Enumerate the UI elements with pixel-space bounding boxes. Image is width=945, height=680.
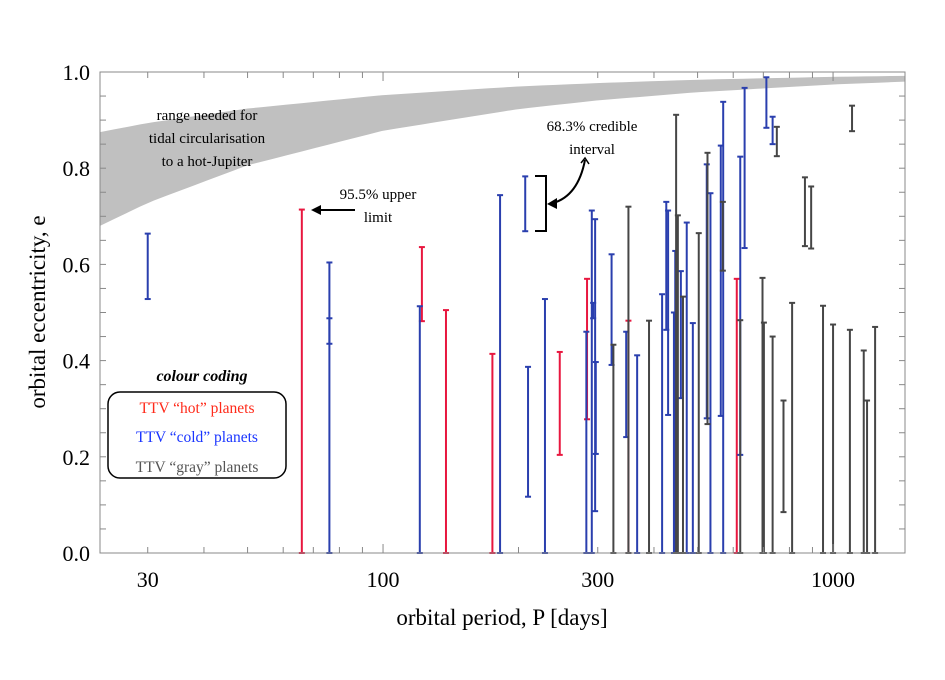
credible-arrow (547, 156, 590, 209)
errorbar-gray (737, 319, 744, 554)
errorbar-cold (541, 298, 548, 554)
errorbar-cold (592, 361, 599, 455)
errorbar-gray (801, 176, 808, 248)
band-label-line-2: tidal circularisation (149, 131, 266, 147)
upper-limit-arrow (311, 205, 355, 215)
legend-entry-cold: TTV “cold” planets (136, 429, 258, 446)
legend-entry-gray: TTV “gray” planets (136, 459, 259, 476)
errorbar-cold (683, 221, 690, 554)
errorbar-hot (556, 350, 563, 456)
x-tick-label: 100 (367, 567, 400, 592)
y-axis-label: orbital eccentricity, e (25, 215, 50, 408)
errorbar-gray (864, 399, 871, 554)
errorbar-cold (634, 354, 641, 554)
errorbar-cold (741, 86, 748, 250)
legend-entry-hot: TTV “hot” planets (139, 400, 254, 417)
errorbar-gray (719, 200, 726, 272)
errorbar-cold (588, 209, 595, 554)
errorbar-gray (830, 323, 837, 554)
errorbar-gray (610, 343, 617, 554)
x-tick-label: 1000 (811, 567, 855, 592)
x-axis-label: orbital period, P [days] (396, 605, 607, 630)
errorbar-gray (704, 151, 711, 426)
y-tick-label: 0.8 (63, 156, 91, 181)
errorbar-gray (846, 328, 853, 554)
errorbar-hot (489, 352, 496, 554)
errorbar-cold (665, 209, 672, 416)
errorbar-gray (646, 319, 653, 554)
errorbar-hot (298, 208, 305, 554)
errorbar-cold (144, 232, 151, 301)
errorbar-cold (326, 317, 333, 345)
legend-box (107, 391, 287, 479)
errorbar-gray (789, 301, 796, 554)
errorbar-cold (659, 293, 666, 554)
errorbar-gray (808, 185, 815, 250)
x-tick-label: 30 (137, 567, 159, 592)
tidal-circularisation-band (100, 75, 905, 226)
errorbar-gray (773, 125, 780, 158)
errorbar-cold (583, 330, 590, 554)
y-tick-label: 0.0 (63, 541, 91, 566)
credible-bracket (535, 175, 547, 232)
errorbar-gray (769, 335, 776, 554)
legend: colour coding TTV “hot” planets TTV “col… (107, 368, 287, 479)
errorbar-gray (849, 104, 856, 133)
x-tick-label: 300 (581, 567, 614, 592)
band-label-line-1: range needed for (157, 108, 258, 124)
errorbar-cold (497, 194, 504, 554)
legend-title: colour coding (156, 368, 247, 385)
y-tick-label: 0.4 (63, 349, 91, 374)
errorbar-cold (522, 175, 529, 233)
errorbar-cold (763, 76, 770, 129)
errorbar-gray (780, 399, 787, 514)
band-label-line-3: to a hot-Jupiter (162, 154, 253, 170)
tidal-band-layer (100, 75, 905, 226)
errorbar-gray (695, 232, 702, 554)
errorbar-gray (820, 304, 827, 554)
errorbar-cold (689, 322, 696, 554)
errorbar-cold (525, 365, 532, 498)
errorbar-hot (442, 309, 449, 554)
errorbar-cold (769, 115, 776, 146)
y-tick-label: 0.2 (63, 445, 91, 470)
errorbar-cold (416, 305, 423, 554)
tick-layer: 0.0 0.2 0.4 0.6 0.8 1.0 30 100 300 1000 (63, 60, 905, 592)
upper-limit-label-line-1: 95.5% upper (340, 187, 417, 203)
upper-limit-label-line-2: limit (364, 210, 393, 226)
credible-label-line-2: interval (569, 142, 615, 158)
errorbar-gray (872, 325, 879, 554)
y-tick-label: 0.6 (63, 252, 91, 277)
errorbar-gray (860, 349, 867, 554)
y-tick-label: 1.0 (63, 60, 91, 85)
errorbar-cold (326, 261, 333, 554)
credible-label-line-1: 68.3% credible (547, 119, 638, 135)
